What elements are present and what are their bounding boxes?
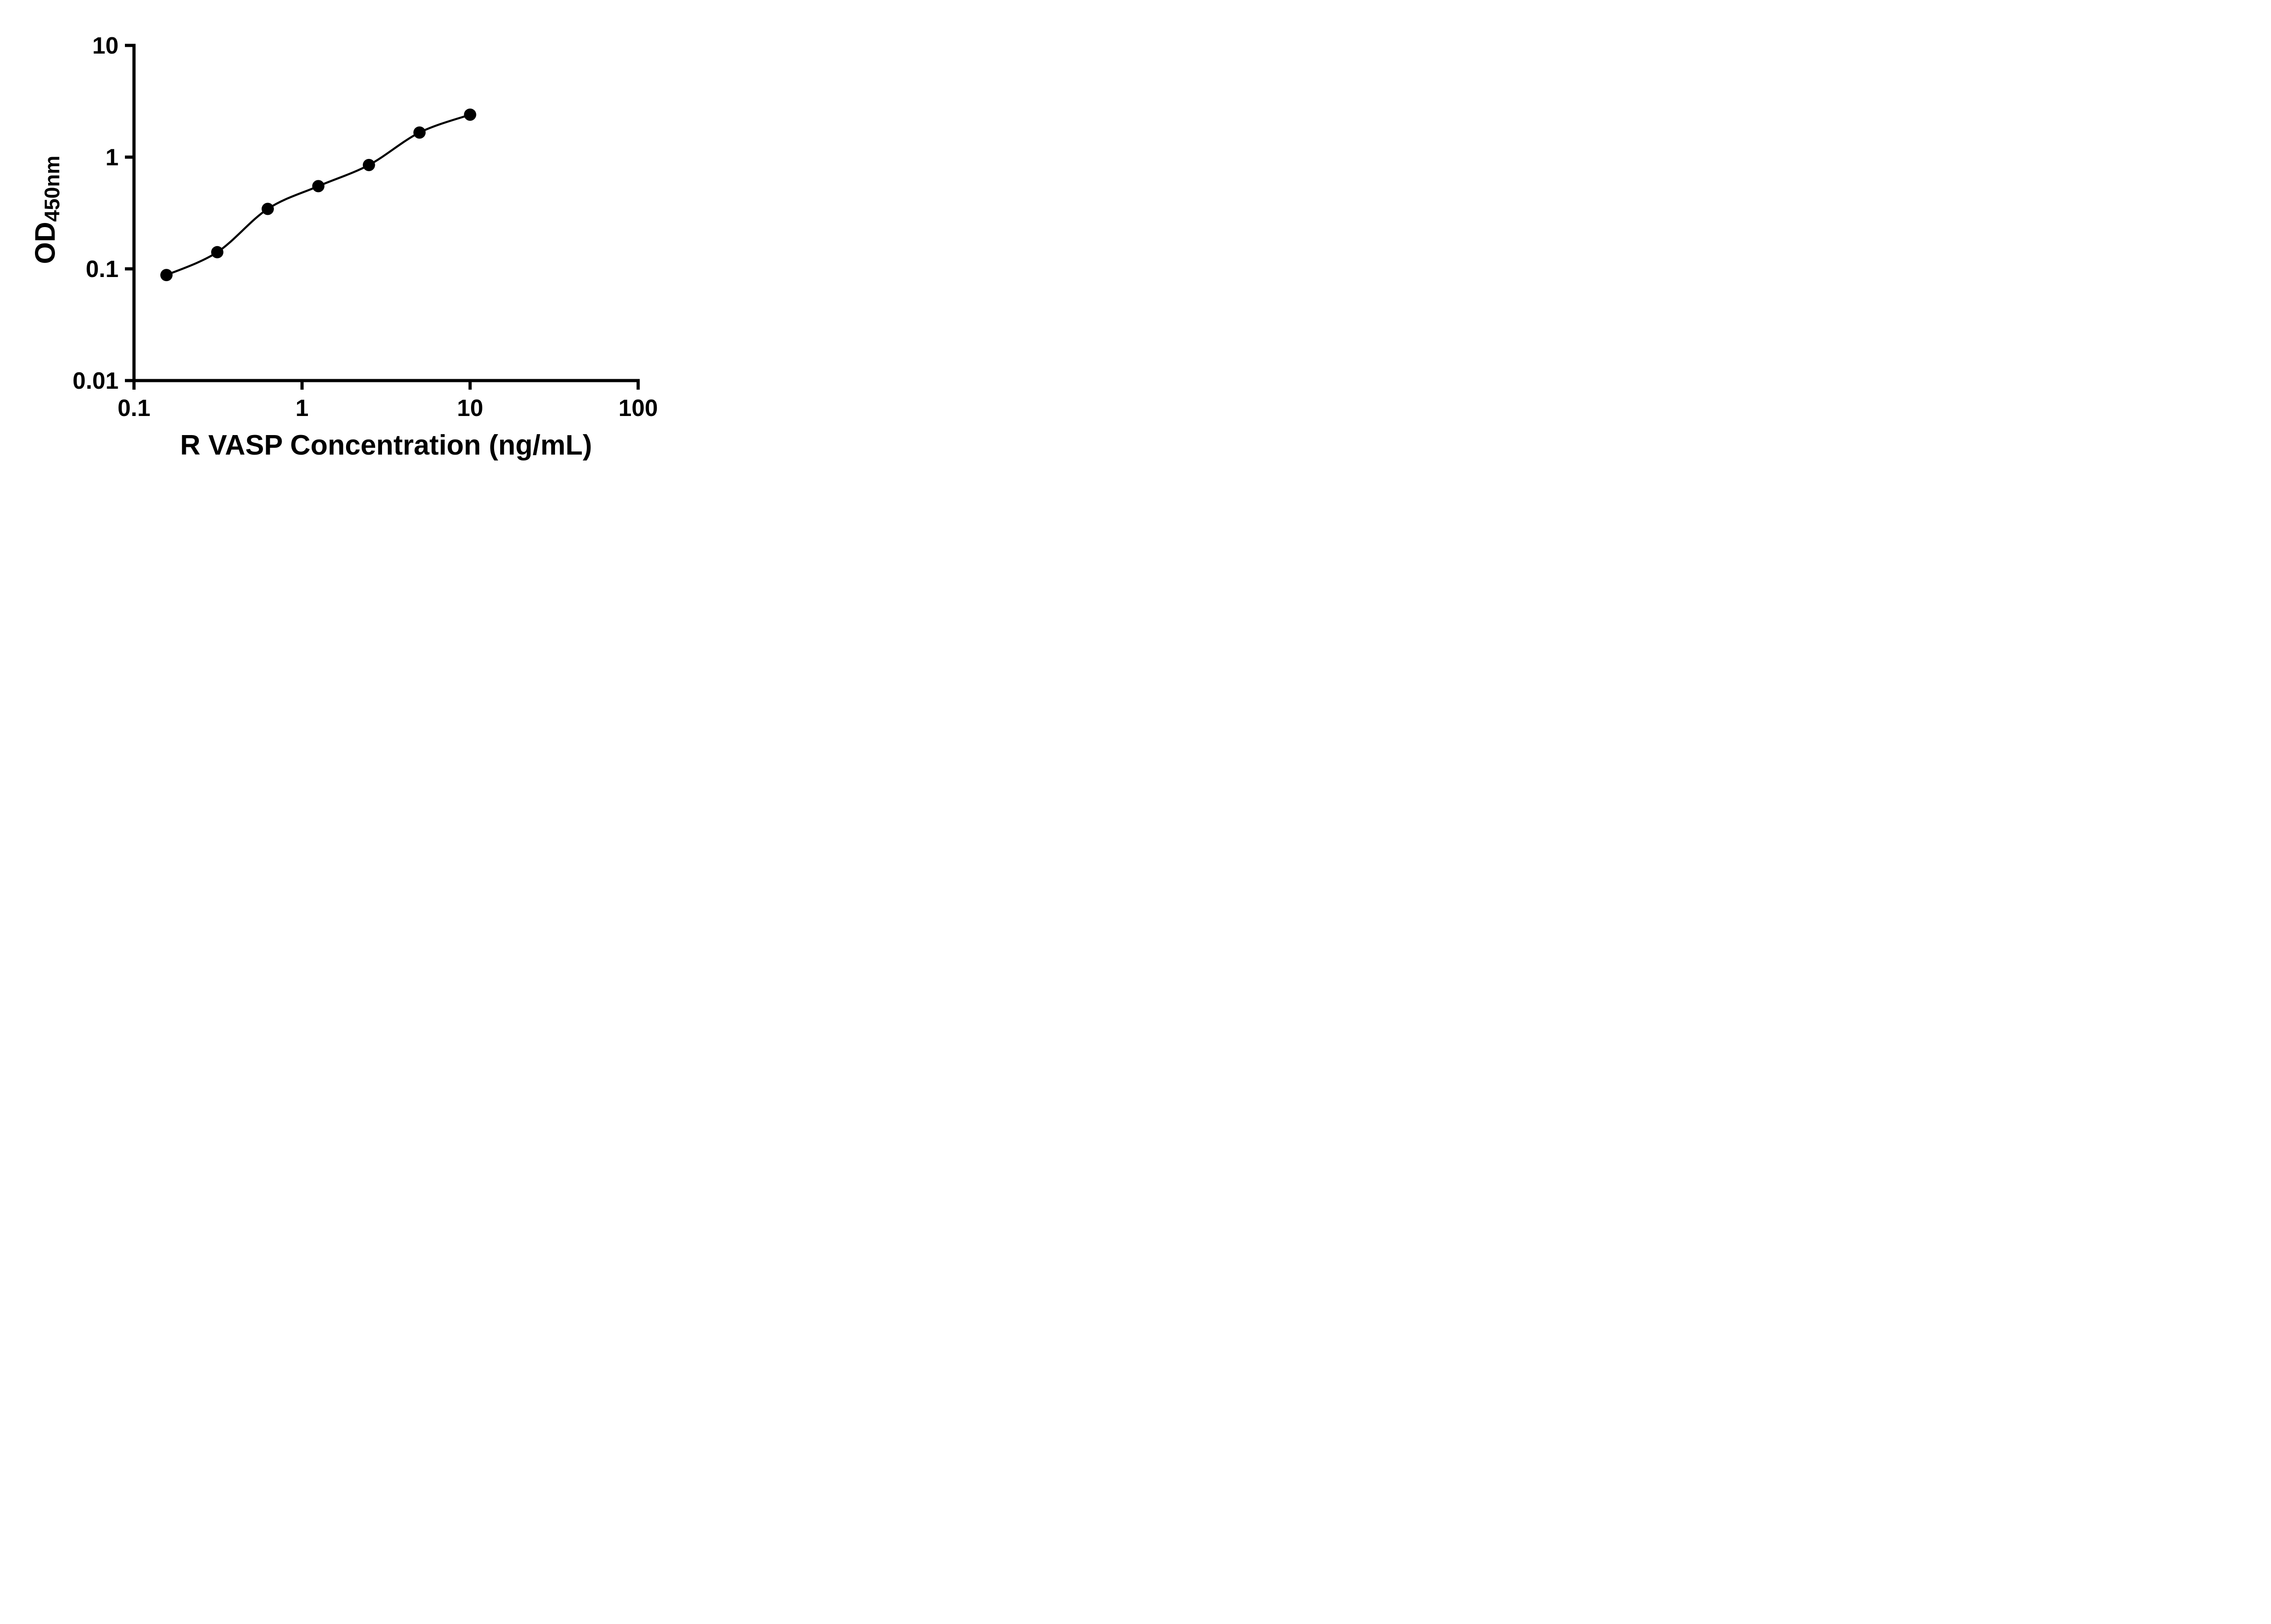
y-axis-tick-label: 10: [92, 33, 119, 59]
data-point-marker: [160, 269, 173, 282]
x-axis-tick-label: 1: [296, 395, 309, 421]
y-axis-title-subscript: 450nm: [40, 155, 64, 222]
y-axis-tick-label: 1: [105, 144, 119, 171]
x-axis-title: R VASP Concentration (ng/mL): [180, 430, 592, 461]
y-axis-title: OD450nm: [30, 155, 64, 264]
x-axis-tick-label: 0.1: [118, 395, 150, 421]
y-axis-title-main: OD: [30, 222, 61, 264]
data-point-marker: [362, 158, 375, 171]
axis-spines: [132, 44, 640, 382]
data-point-marker: [261, 203, 274, 215]
y-axis-tick-label: 0.01: [73, 368, 119, 394]
x-axis-tick-label: 100: [619, 395, 658, 421]
data-point-marker: [464, 108, 476, 121]
elisa-standard-curve-figure: 0.1 1 10 100 0.01 0.1 1 10 OD450nm R VASP Conce…: [0, 0, 700, 487]
y-axis-tick-label: 0.1: [86, 256, 119, 282]
x-axis-tick-label: 10: [457, 395, 483, 421]
data-point-marker: [211, 246, 223, 258]
data-point-marker: [312, 180, 325, 193]
data-point-marker: [413, 126, 426, 139]
